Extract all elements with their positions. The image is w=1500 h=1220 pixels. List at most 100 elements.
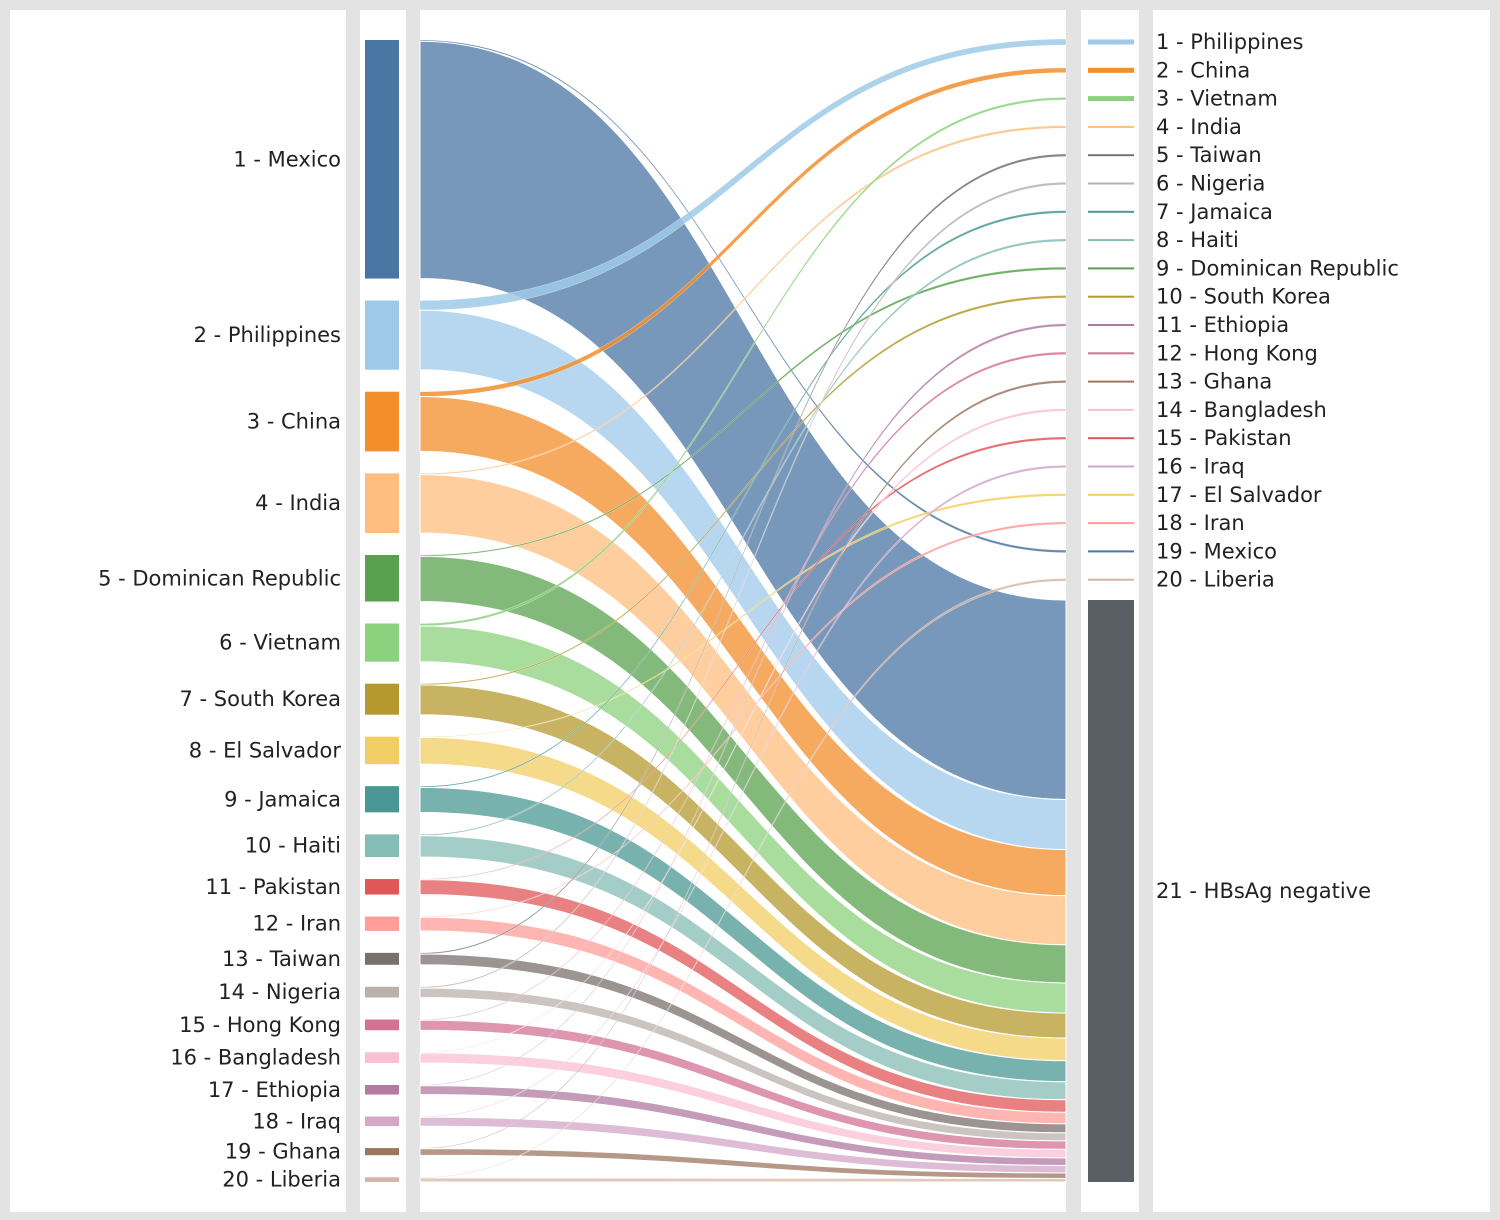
flow-20-liberia-to-21-hbsag-negative (419, 1177, 1067, 1183)
target-label-7-jamaica: 7 - Jamaica (1156, 200, 1273, 224)
source-label-12-iran: 12 - Iran (252, 912, 341, 936)
target-node-21-hbsag-negative (1088, 600, 1134, 1182)
target-node-2-china (1088, 67, 1134, 73)
source-label-20-liberia: 20 - Liberia (222, 1168, 341, 1192)
flow-1-mexico-to-19-mexico (419, 39, 1067, 553)
source-label-18-iraq: 18 - Iraq (252, 1109, 341, 1133)
flow-8-el-salvador-to-17-el-salvador (419, 493, 1067, 738)
target-node-11-ethiopia (1088, 324, 1134, 326)
flow-11-pakistan-to-15-pakistan (419, 436, 1067, 880)
target-label-10-south-korea: 10 - South Korea (1156, 285, 1331, 309)
target-node-18-iran (1088, 522, 1134, 525)
flow-4-india-to-4-india (419, 125, 1067, 475)
source-label-19-ghana: 19 - Ghana (225, 1140, 341, 1164)
target-label-4-india: 4 - India (1156, 115, 1242, 139)
source-label-10-haiti: 10 - Haiti (245, 834, 341, 858)
source-label-15-hong-kong: 15 - Hong Kong (179, 1013, 341, 1037)
source-node-16-bangladesh (365, 1052, 399, 1063)
flow-10-haiti-to-8-haiti (419, 238, 1067, 836)
source-label-4-india: 4 - India (255, 491, 341, 515)
target-label-21-hbsag-negative: 21 - HBsAg negative (1156, 879, 1371, 903)
target-node-9-dominican-republic (1088, 267, 1134, 270)
target-node-1-philippines (1088, 39, 1134, 45)
target-node-12-hong-kong (1088, 352, 1134, 355)
source-label-2-philippines: 2 - Philippines (194, 323, 341, 347)
flow-15-hong-kong-to-12-hong-kong (419, 351, 1067, 1021)
source-label-3-china: 3 - China (247, 410, 341, 434)
target-node-3-vietnam (1088, 96, 1134, 102)
source-label-1-mexico: 1 - Mexico (233, 147, 341, 171)
target-label-11-ethiopia: 11 - Ethiopia (1156, 313, 1289, 337)
flow-9-jamaica-to-7-jamaica (419, 210, 1067, 788)
flow-6-vietnam-to-3-vietnam (419, 97, 1067, 627)
source-label-7-south-korea: 7 - South Korea (179, 687, 341, 711)
source-node-14-nigeria (365, 986, 399, 998)
source-node-3-china (365, 391, 399, 452)
source-label-13-taiwan: 13 - Taiwan (222, 947, 341, 971)
target-node-16-iraq (1088, 465, 1134, 468)
flow-12-iran-to-18-iran (419, 521, 1067, 918)
target-node-5-taiwan (1088, 154, 1134, 157)
target-label-12-hong-kong: 12 - Hong Kong (1156, 341, 1318, 365)
source-label-9-jamaica: 9 - Jamaica (224, 787, 341, 811)
source-node-1-mexico (365, 40, 399, 279)
source-label-8-el-salvador: 8 - El Salvador (189, 738, 342, 762)
target-label-1-philippines: 1 - Philippines (1156, 30, 1303, 54)
source-node-17-ethiopia (365, 1084, 399, 1095)
target-node-6-nigeria (1088, 182, 1134, 185)
source-node-12-iran (365, 916, 399, 931)
target-node-19-mexico (1088, 550, 1134, 553)
target-label-19-mexico: 19 - Mexico (1156, 539, 1277, 563)
target-label-18-iran: 18 - Iran (1156, 511, 1245, 535)
source-node-6-vietnam (365, 623, 399, 662)
source-node-2-philippines (365, 300, 399, 370)
flow-16-bangladesh-to-14-bangladesh (419, 408, 1067, 1054)
flow-2-philippines-to-1-philippines (419, 38, 1067, 311)
flow-5-dominican-republic-to-9-dominican-republic (419, 266, 1067, 557)
flow-20-liberia-to-20-liberia (419, 578, 1067, 1178)
target-label-20-liberia: 20 - Liberia (1156, 568, 1275, 592)
source-node-13-taiwan (365, 952, 399, 965)
source-nodes: 1 - Mexico 2 - Philippines 3 - China 4 - In… (98, 40, 399, 1192)
flow-13-taiwan-to-5-taiwan (419, 153, 1067, 955)
target-label-2-china: 2 - China (1156, 58, 1250, 82)
target-node-8-haiti (1088, 239, 1134, 242)
target-label-13-ghana: 13 - Ghana (1156, 370, 1272, 394)
source-label-16-bangladesh: 16 - Bangladesh (170, 1046, 341, 1070)
source-label-11-pakistan: 11 - Pakistan (205, 875, 341, 899)
source-node-11-pakistan (365, 879, 399, 895)
target-node-14-bangladesh (1088, 408, 1134, 411)
target-node-15-pakistan (1088, 437, 1134, 440)
flow-7-south-korea-to-10-south-korea (419, 295, 1067, 686)
flow-19-ghana-to-13-ghana (419, 380, 1067, 1149)
source-node-10-haiti (365, 834, 399, 858)
source-node-9-jamaica (365, 786, 399, 813)
target-labels-panel (1153, 10, 1490, 1212)
source-node-5-dominican-republic (365, 555, 399, 602)
target-label-17-el-salvador: 17 - El Salvador (1156, 483, 1322, 507)
target-label-6-nigeria: 6 - Nigeria (1156, 172, 1265, 196)
target-node-13-ghana (1088, 380, 1134, 383)
source-node-4-india (365, 473, 399, 534)
target-label-8-haiti: 8 - Haiti (1156, 228, 1239, 252)
source-node-15-hong-kong (365, 1019, 399, 1031)
target-node-7-jamaica (1088, 210, 1134, 213)
target-node-4-india (1088, 125, 1134, 128)
target-node-17-el-salvador (1088, 493, 1134, 496)
target-label-16-iraq: 16 - Iraq (1156, 455, 1245, 479)
source-label-5-dominican-republic: 5 - Dominican Republic (98, 566, 341, 590)
flow-12-iran-to-21-hbsag-negative (419, 916, 1067, 1125)
target-label-15-pakistan: 15 - Pakistan (1156, 426, 1292, 450)
target-label-5-taiwan: 5 - Taiwan (1156, 143, 1262, 167)
target-label-9-dominican-republic: 9 - Dominican Republic (1156, 256, 1399, 280)
flow-17-ethiopia-to-11-ethiopia (419, 323, 1067, 1086)
target-nodes: 1 - Philippines 2 - China 3 - Vietnam 4 - I… (1088, 30, 1399, 1182)
target-label-14-bangladesh: 14 - Bangladesh (1156, 398, 1327, 422)
source-label-6-vietnam: 6 - Vietnam (219, 631, 341, 655)
flows-group (419, 38, 1067, 1183)
target-node-20-liberia (1088, 578, 1134, 581)
source-node-19-ghana (365, 1148, 399, 1156)
source-node-20-liberia (365, 1177, 399, 1182)
flow-14-nigeria-to-6-nigeria (419, 182, 1067, 989)
